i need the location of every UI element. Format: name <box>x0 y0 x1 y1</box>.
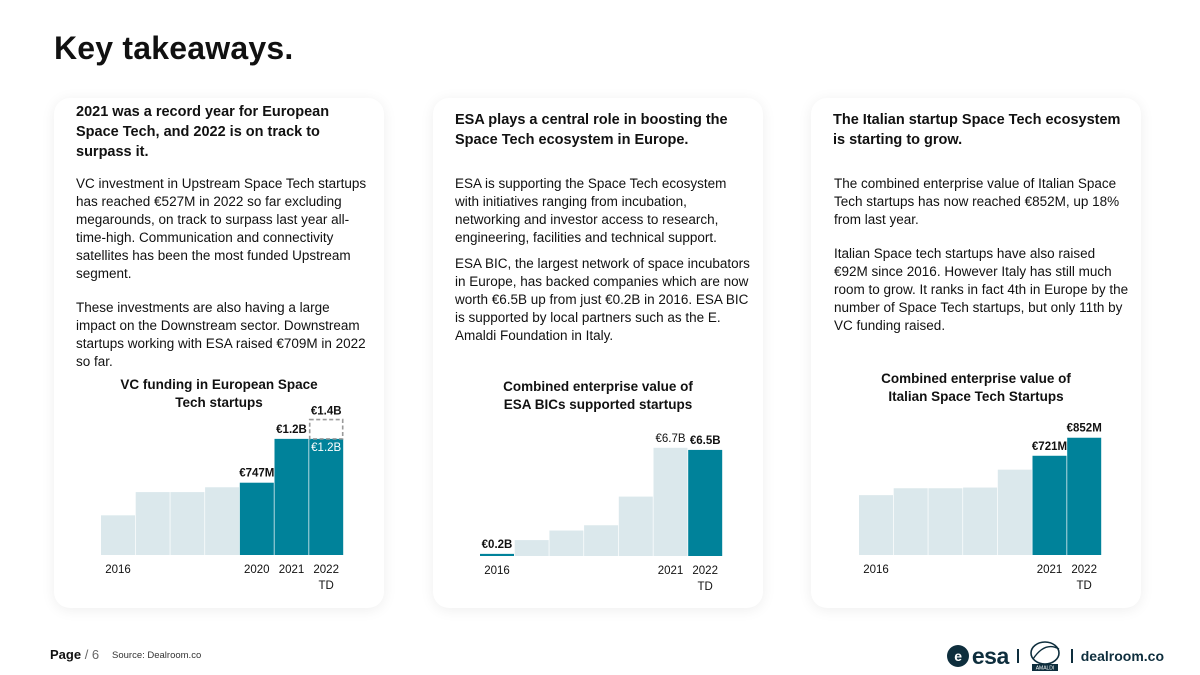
partner-logos: e esa AMALDI dealroom.co <box>946 639 1164 673</box>
x-tick-label: 2016 <box>863 564 889 576</box>
data-label-2021: €1.2B <box>276 424 307 436</box>
x-tick-label: 2021 <box>658 565 684 577</box>
esa-wordmark: esa <box>971 642 1009 669</box>
takeaway-card-esa-bic: ESA plays a central role in boosting the… <box>433 98 763 608</box>
bar-2020 <box>239 482 274 555</box>
page-number: / 6 <box>84 647 100 662</box>
bar-2020 <box>618 496 653 556</box>
chart-title: VC funding in European Space Tech startu… <box>120 377 318 410</box>
x-tick-label: 2021 <box>1037 564 1063 576</box>
x-tick-label: TD <box>1077 580 1092 592</box>
takeaway-card-vc-funding: 2021 was a record year for European Spac… <box>54 98 384 608</box>
bar-2019 <box>584 525 619 556</box>
x-tick-label: TD <box>698 581 713 593</box>
amaldi-logo-icon: AMALDI <box>1029 641 1060 672</box>
x-tick-label: 2020 <box>244 564 270 576</box>
data-label-2016: €0.2B <box>482 539 513 551</box>
card-paragraph: Italian Space tech startups have also ra… <box>834 246 1129 333</box>
data-label-projected: €1.4B <box>311 406 342 418</box>
page-indicator: Page / 6 <box>50 647 99 662</box>
data-label-2021: €6.7B <box>655 433 685 445</box>
chart-title: Combined enterprise value of Italian Spa… <box>881 371 1071 404</box>
card-heading: 2021 was a record year for European Spac… <box>76 104 330 160</box>
logo-divider <box>1016 649 1019 663</box>
chart-title: Combined enterprise value of ESA BICs su… <box>503 379 693 412</box>
dealroom-logo: dealroom.co <box>1080 648 1164 664</box>
esa-logo-icon: e esa <box>946 642 1009 670</box>
esa-bic-chart: €0.2B 2016 €6.7B 2021 €6.5B 2022 TD <box>480 433 723 593</box>
card-body: The combined enterprise value of Italian… <box>834 175 1129 351</box>
bar-2022-td <box>309 438 344 555</box>
esa-logo-letter: e <box>946 645 969 667</box>
card-body: ESA is supporting the Space Tech ecosyst… <box>455 175 751 361</box>
x-tick-label: 2022 <box>692 565 718 577</box>
bar-2019 <box>205 487 240 555</box>
bar-2018 <box>170 492 205 555</box>
bar-2017 <box>135 492 170 555</box>
x-tick-label: 2021 <box>279 564 305 576</box>
italy-ev-chart: 2016 €721M 2021 €852M 2022 TD <box>859 423 1102 592</box>
bar-2018 <box>549 530 584 556</box>
x-tick-label: 2022 <box>313 564 339 576</box>
bar-2016 <box>859 495 893 555</box>
card-paragraph: These investments are also having a larg… <box>76 300 366 369</box>
bar-2019 <box>963 487 998 555</box>
source-note: Source: Dealroom.co <box>112 650 202 661</box>
data-label-2021: €721M <box>1032 441 1067 453</box>
data-label-2022-td: €1.2B <box>311 442 341 454</box>
footer: Page / 6 Source: Dealroom.co e esa AMALD… <box>0 637 1200 675</box>
card-heading: The Italian startup Space Tech ecosystem… <box>833 112 1121 148</box>
bar-2021 <box>1032 455 1067 555</box>
takeaway-card-italy: The Italian startup Space Tech ecosystem… <box>811 98 1141 608</box>
bar-2017 <box>514 540 549 556</box>
bar-2021 <box>653 447 688 556</box>
bar-2021 <box>274 438 309 555</box>
card-paragraph: VC investment in Upstream Space Tech sta… <box>76 176 367 281</box>
x-tick-label: 2016 <box>484 565 510 577</box>
data-label-2020: €747M <box>239 468 274 480</box>
x-tick-label: 2016 <box>105 564 131 576</box>
bar-2022-td <box>1067 437 1102 555</box>
amaldi-wordmark: AMALDI <box>1035 666 1054 672</box>
data-label-2022-td: €852M <box>1067 423 1102 435</box>
card-heading: ESA plays a central role in boosting the… <box>455 112 728 148</box>
card-paragraph: The combined enterprise value of Italian… <box>834 176 1120 227</box>
bar-2017 <box>893 488 928 555</box>
bar-2016 <box>101 515 135 555</box>
card-paragraph: ESA BIC, the largest network of space in… <box>455 256 750 343</box>
x-tick-label: TD <box>319 580 334 592</box>
page-label: Page <box>50 647 82 662</box>
x-tick-label: 2022 <box>1071 564 1097 576</box>
data-label-2022-td: €6.5B <box>690 435 721 447</box>
card-body: VC investment in Upstream Space Tech sta… <box>76 175 372 387</box>
bar-2022-td <box>688 449 723 556</box>
bar-2016 <box>480 553 514 556</box>
card-paragraph: ESA is supporting the Space Tech ecosyst… <box>455 176 727 245</box>
logo-divider <box>1070 649 1073 663</box>
bar-2020 <box>997 469 1032 555</box>
vc-funding-chart: 2016 €747M 2020 €1.2B 2021 €1.4B €1.2B 2022 TD <box>101 406 344 592</box>
page-title: Key takeaways. <box>54 30 294 66</box>
bar-2018 <box>928 488 963 555</box>
bar-projected-cap <box>308 418 344 440</box>
